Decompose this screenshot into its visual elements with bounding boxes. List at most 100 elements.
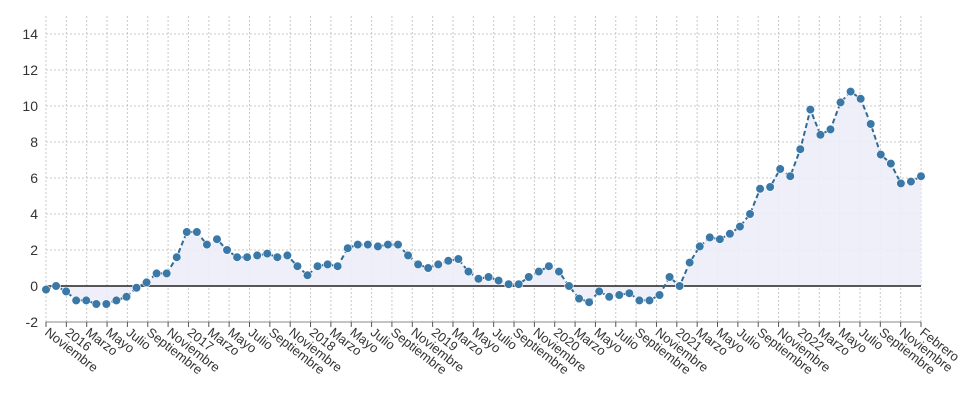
data-point [81, 295, 91, 306]
y-tick-label: 0 [30, 278, 38, 294]
y-tick-label: 10 [22, 98, 38, 114]
series-line [45, 90, 922, 305]
data-point [534, 267, 544, 277]
data-point [343, 243, 353, 253]
zero-line [46, 285, 921, 323]
data-point [393, 240, 403, 250]
data-point [212, 234, 222, 244]
data-point [916, 171, 926, 181]
y-tick-label: 14 [22, 26, 38, 42]
y-tick-label: 2 [30, 242, 38, 258]
data-point [524, 272, 534, 282]
data-point [795, 144, 805, 154]
data-point [896, 178, 906, 188]
data-point [866, 119, 876, 129]
data-point [644, 295, 655, 306]
y-axis-ticks: -2 0 2 4 6 8 10 12 14 [22, 26, 38, 330]
data-point [192, 227, 202, 237]
data-point [131, 283, 142, 293]
data-point [433, 259, 443, 270]
data-point [242, 252, 252, 262]
data-point [835, 97, 846, 107]
data-point [594, 286, 604, 297]
y-tick-label: 8 [30, 134, 38, 150]
data-point [323, 259, 333, 270]
data-point [483, 272, 494, 282]
data-point [906, 177, 916, 187]
data-point [101, 299, 111, 309]
data-point [353, 240, 363, 250]
data-point [111, 295, 122, 306]
data-point [604, 292, 614, 302]
data-point [876, 150, 886, 160]
data-point [333, 261, 343, 271]
data-point [564, 281, 574, 291]
data-point [262, 249, 272, 259]
data-point [504, 279, 514, 289]
data-point [856, 94, 866, 104]
data-point [725, 229, 735, 239]
data-point [493, 276, 504, 286]
data-point [574, 294, 584, 304]
y-tick-label: 12 [22, 62, 38, 78]
data-point [172, 252, 182, 262]
data-point [584, 297, 594, 307]
data-point [624, 288, 634, 298]
data-point [845, 86, 856, 97]
data-point [695, 241, 705, 251]
data-point [51, 281, 61, 291]
area-fill [46, 91, 921, 304]
data-point [373, 241, 383, 251]
data-point [363, 240, 373, 250]
data-point [383, 240, 393, 250]
data-point [302, 270, 313, 280]
data-point [785, 171, 795, 181]
data-point [735, 222, 745, 232]
data-point [61, 286, 71, 297]
y-tick-label: -2 [26, 314, 39, 330]
data-point [91, 299, 101, 309]
data-point [634, 295, 644, 306]
data-point [443, 256, 453, 266]
data-point [815, 130, 826, 140]
data-point [473, 274, 484, 284]
series-polyline [45, 90, 922, 305]
data-point [182, 227, 192, 237]
y-tick-label: 6 [30, 170, 38, 186]
area-fill-path [46, 91, 921, 304]
data-point [252, 250, 262, 260]
data-point [614, 290, 624, 300]
data-point [423, 263, 433, 273]
data-point [162, 268, 172, 279]
data-point [745, 209, 755, 219]
data-point [805, 104, 815, 115]
data-point [755, 184, 765, 194]
data-point [41, 285, 51, 295]
data-point [705, 232, 715, 242]
data-point [312, 261, 323, 271]
data-point [202, 240, 212, 250]
data-point [544, 261, 554, 271]
data-point [413, 259, 423, 270]
data-point [675, 281, 685, 291]
data-point [765, 182, 775, 192]
data-point [825, 124, 836, 134]
data-point [152, 268, 162, 279]
data-point [715, 234, 725, 244]
data-point [403, 250, 413, 260]
data-point [514, 279, 524, 289]
data-point [654, 290, 665, 300]
data-point [282, 250, 292, 260]
data-point [664, 272, 675, 282]
data-point [685, 258, 695, 268]
data-point [292, 261, 303, 271]
data-point [141, 277, 152, 288]
data-point [222, 245, 232, 255]
data-point [775, 164, 785, 174]
data-point [453, 254, 463, 264]
data-point [272, 252, 282, 262]
data-point [554, 267, 564, 277]
data-point [71, 295, 81, 306]
y-tick-label: 4 [30, 206, 38, 222]
x-axis-ticks: Noviembre2016MarzoMayoJulioSeptiembreNov… [42, 322, 962, 377]
